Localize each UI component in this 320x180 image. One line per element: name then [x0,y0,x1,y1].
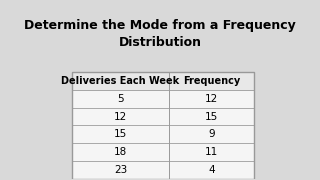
Bar [72,72,254,90]
Text: 11: 11 [205,147,218,157]
Text: Deliveries Each Week: Deliveries Each Week [61,76,180,86]
Text: 12: 12 [205,94,218,104]
Bar [72,108,254,125]
Text: 4: 4 [208,165,215,175]
Bar [72,90,254,108]
Text: 15: 15 [205,112,218,122]
Bar [72,72,254,179]
Text: 18: 18 [114,147,127,157]
Text: 15: 15 [114,129,127,139]
Text: Determine the Mode from a Frequency
Distribution: Determine the Mode from a Frequency Dist… [24,19,296,49]
Text: Frequency: Frequency [183,76,240,86]
Text: 9: 9 [208,129,215,139]
Text: 5: 5 [117,94,124,104]
Bar [72,161,254,179]
Bar [72,143,254,161]
Text: 12: 12 [114,112,127,122]
Text: 23: 23 [114,165,127,175]
Bar [72,125,254,143]
